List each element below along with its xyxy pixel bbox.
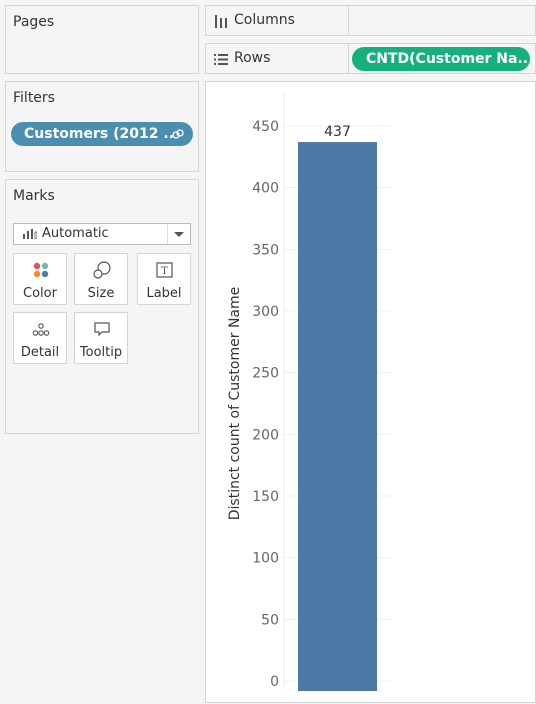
bar-chart-icon <box>23 229 37 239</box>
detail-label: Detail <box>20 345 60 360</box>
mark-type-value: Automatic <box>42 226 109 241</box>
mark-type-dropdown[interactable]: Automatic <box>13 223 191 245</box>
chevron-down-icon[interactable] <box>167 224 190 244</box>
color-label: Color <box>23 286 57 301</box>
size-label: Size <box>87 286 115 301</box>
shelf-divider <box>348 6 349 35</box>
rows-icon <box>214 54 228 65</box>
tooltip-button[interactable]: Tooltip <box>74 312 128 364</box>
columns-icon <box>215 15 227 28</box>
marks-title: Marks <box>13 188 55 204</box>
pages-panel[interactable]: Pages <box>5 5 199 74</box>
view-panel: 0 50 100 150 200 250 300 350 400 450 437 Distinct c… <box>205 81 536 703</box>
filter-pill-label: Customers (2012 .. <box>24 126 174 142</box>
columns-shelf: Columns <box>205 5 536 36</box>
svg-text:T: T <box>161 266 168 277</box>
label-button[interactable]: T Label <box>137 253 191 305</box>
y-tick-label: 250 <box>252 366 279 382</box>
color-button[interactable]: Color <box>13 253 67 305</box>
y-tick-label: 350 <box>252 242 279 258</box>
rows-shelf: Rows CNTD(Customer Na.. <box>205 43 536 74</box>
bar <box>298 142 377 691</box>
y-tick-label: 0 <box>270 674 279 690</box>
filters-panel[interactable]: Filters Customers (2012 .. <box>5 81 199 172</box>
rows-pill-label: CNTD(Customer Na.. <box>366 51 529 67</box>
color-icon <box>33 262 49 278</box>
y-tick-label: 300 <box>252 304 279 320</box>
y-tick-label: 100 <box>252 551 279 567</box>
tooltip-icon <box>94 322 110 337</box>
y-tick-label: 200 <box>252 427 279 443</box>
bar-data-label: 437 <box>324 124 351 140</box>
size-button[interactable]: Size <box>74 253 128 305</box>
size-icon <box>93 261 111 279</box>
columns-label: Columns <box>234 12 295 28</box>
bar-chart: 0 50 100 150 200 250 300 350 400 450 437 Distinct c… <box>227 92 392 691</box>
link-icon <box>172 129 184 139</box>
y-tick-label: 400 <box>252 181 279 197</box>
tooltip-label: Tooltip <box>79 345 123 360</box>
y-axis-title: Distinct count of Customer Name <box>227 287 243 521</box>
pages-title: Pages <box>13 14 55 30</box>
label-label: Label <box>146 286 182 301</box>
y-tick-label: 50 <box>261 612 279 628</box>
text-icon: T <box>156 262 173 278</box>
detail-button[interactable]: Detail <box>13 312 67 364</box>
rows-label: Rows <box>234 50 271 66</box>
rows-pill-cntd-customer-name[interactable]: CNTD(Customer Na.. <box>352 47 530 71</box>
columns-drop-area[interactable] <box>349 6 535 35</box>
shelf-divider <box>348 44 349 73</box>
filter-pill-customers[interactable]: Customers (2012 .. <box>11 122 193 146</box>
y-tick-label: 150 <box>252 489 279 505</box>
y-tick-label: 450 <box>252 119 279 135</box>
marks-panel: Marks Automatic Color Size T Label <box>5 179 199 434</box>
detail-icon <box>32 323 50 336</box>
filters-title: Filters <box>13 90 55 106</box>
